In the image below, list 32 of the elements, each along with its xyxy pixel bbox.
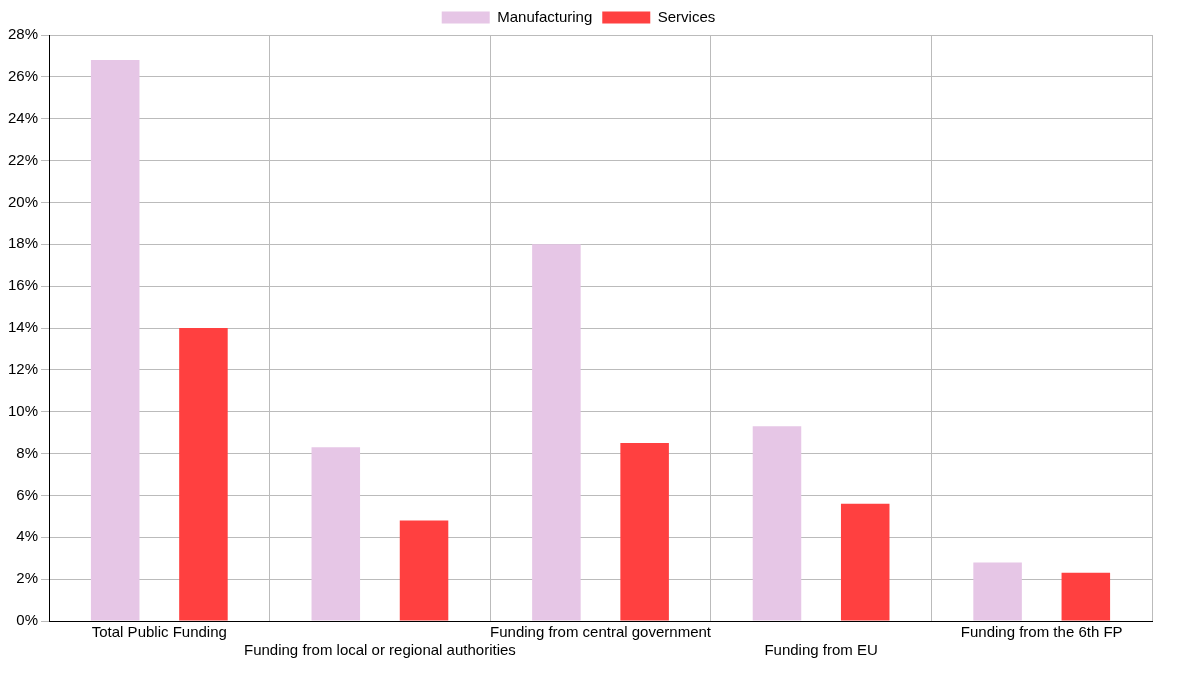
y-tick-label: 4%: [16, 527, 39, 545]
y-tick-label: 14%: [7, 318, 39, 336]
y-tick-label: 16%: [7, 276, 39, 294]
bar: [840, 503, 890, 621]
y-tick-label: 8%: [16, 443, 39, 461]
y-tick-label: 12%: [7, 360, 39, 377]
legend-label: Manufacturing: [497, 7, 593, 25]
bar: [399, 520, 449, 621]
bar: [179, 328, 228, 621]
x-tick-label: Funding from central government: [490, 623, 712, 641]
y-tick-label: 2%: [16, 569, 39, 587]
y-tick-label: 26%: [7, 67, 39, 84]
y-tick-label: 20%: [7, 192, 39, 210]
bar: [1061, 572, 1111, 621]
bar: [620, 443, 669, 621]
x-tick-label: Funding from local or regional authorities: [244, 641, 516, 659]
x-tick-label: Funding from the 6th FP: [960, 623, 1123, 641]
bar: [973, 562, 1022, 621]
bar: [90, 60, 140, 621]
bar: [532, 244, 581, 621]
y-tick-label: 22%: [7, 150, 39, 168]
legend-label: Services: [657, 7, 716, 25]
x-tick-label: Funding from EU: [764, 641, 878, 659]
y-tick-label: 6%: [16, 485, 39, 503]
y-tick-label: 18%: [7, 234, 39, 252]
x-tick-label: Total Public Funding: [91, 623, 227, 641]
y-tick-label: 24%: [7, 108, 39, 126]
bar: [752, 426, 802, 621]
bar: [311, 447, 361, 621]
y-tick-label: 0%: [16, 611, 39, 629]
y-tick-label: 10%: [7, 401, 39, 419]
y-tick-label: 28%: [7, 25, 39, 43]
